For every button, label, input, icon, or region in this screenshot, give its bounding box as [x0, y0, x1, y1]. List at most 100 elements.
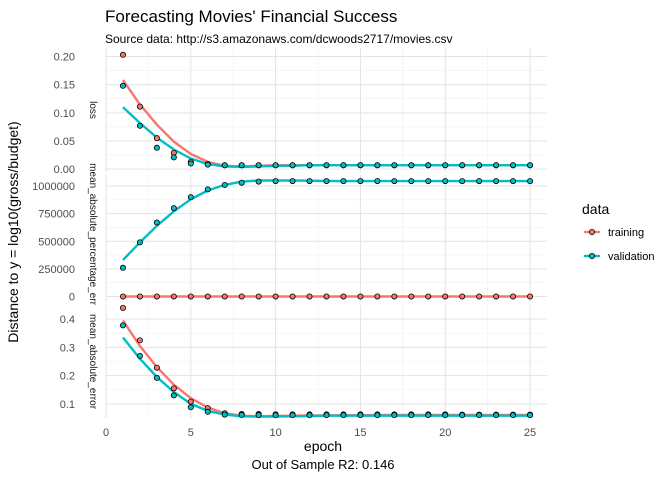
y-tick-label: 0.2 [60, 371, 75, 383]
data-point-training [170, 293, 177, 300]
data-point-validation [272, 178, 279, 185]
data-point-validation [527, 412, 534, 419]
data-point-validation [187, 194, 194, 201]
data-point-validation [255, 162, 262, 169]
y-tick-label: 0 [69, 291, 75, 303]
chart-title: Forecasting Movies' Financial Success [105, 7, 397, 26]
data-point-validation [510, 162, 517, 169]
legend-item-label: training [608, 227, 644, 239]
data-point-validation [340, 162, 347, 169]
data-point-validation [272, 162, 279, 169]
data-point-validation [527, 162, 534, 169]
data-point-training [527, 293, 534, 300]
data-point-training [374, 293, 381, 300]
data-point-validation [425, 162, 432, 169]
x-tick-label: 20 [439, 427, 451, 439]
chart-caption: Out of Sample R2: 0.146 [251, 457, 394, 472]
x-tick-label: 25 [524, 427, 536, 439]
data-point-validation [221, 411, 228, 418]
series-line-training [121, 319, 530, 418]
data-point-validation [289, 178, 296, 185]
legend-items: training validation [584, 227, 654, 263]
legend-item-label: validation [608, 251, 654, 263]
data-point-training [357, 293, 364, 300]
facet-strip [84, 48, 102, 172]
y-tick-label: 0.20 [54, 51, 75, 63]
data-point-validation [238, 411, 245, 418]
data-point-validation [238, 179, 245, 186]
data-point-training [340, 293, 347, 300]
data-point-validation [374, 162, 381, 169]
facet-strip-label: loss [87, 101, 98, 119]
data-point-validation [306, 162, 313, 169]
data-point-validation [255, 178, 262, 185]
data-point-validation [442, 178, 449, 185]
x-axis: 0 5 10 15 20 25 [103, 427, 536, 439]
data-point-validation [510, 178, 517, 185]
data-point-validation [272, 412, 279, 419]
data-point-validation [476, 162, 483, 169]
data-point-training [204, 293, 211, 300]
facet-strip [84, 175, 102, 302]
data-point-validation [204, 408, 211, 415]
data-point-training [119, 304, 126, 311]
data-point-training [425, 293, 432, 300]
data-point-validation [170, 392, 177, 399]
data-point-validation [289, 412, 296, 419]
data-point-validation [391, 412, 398, 419]
data-point-validation [527, 178, 534, 185]
series-line-training [122, 79, 530, 168]
data-point-training [136, 293, 143, 300]
series-line-validation [122, 179, 530, 261]
data-point-validation [459, 162, 466, 169]
facet-panel: loss 0.00 0.05 0.10 0.15 0.20 [54, 48, 547, 176]
data-point-training [136, 103, 143, 110]
data-point-validation [153, 374, 160, 381]
data-point-validation [323, 178, 330, 185]
legend-key-point [589, 228, 596, 235]
data-point-validation [459, 412, 466, 419]
y-tick-label: 0.00 [54, 164, 75, 176]
data-point-validation [476, 412, 483, 419]
data-point-training [442, 293, 449, 300]
data-point-validation [306, 412, 313, 419]
y-tick-label: 0.15 [54, 80, 75, 92]
data-point-training [187, 398, 194, 405]
x-tick-label: 0 [103, 427, 109, 439]
data-point-training [323, 293, 330, 300]
data-point-validation [442, 412, 449, 419]
data-point-validation [136, 122, 143, 129]
y-tick-label: 500000 [38, 236, 75, 248]
data-point-validation [408, 162, 415, 169]
data-point-validation [442, 162, 449, 169]
data-point-validation [170, 154, 177, 161]
data-point-validation [493, 412, 500, 419]
data-point-validation [170, 205, 177, 212]
data-point-validation [340, 178, 347, 185]
data-point-validation [408, 412, 415, 419]
series-line-validation [122, 106, 530, 169]
legend-item: training [584, 227, 644, 239]
x-tick-label: 15 [354, 427, 366, 439]
x-axis-label: epoch [304, 438, 342, 454]
data-point-training [187, 293, 194, 300]
data-point-validation [306, 178, 313, 185]
data-point-training [476, 293, 483, 300]
legend-title: data [582, 201, 609, 217]
data-point-validation [221, 181, 228, 188]
legend-item: validation [584, 251, 654, 263]
data-point-validation [119, 264, 126, 271]
data-point-training [306, 293, 313, 300]
data-point-validation [153, 219, 160, 226]
y-tick-label: 0.3 [60, 342, 75, 354]
data-point-training [170, 385, 177, 392]
y-tick-label: 0.1 [60, 399, 75, 411]
y-axis-label: Distance to y = log10(gross/budget) [5, 121, 21, 342]
facet-strip [84, 305, 102, 418]
data-point-validation [425, 178, 432, 185]
facet-strip-label: mean_absolute_percentage_error [87, 163, 98, 314]
y-tick-label: 0.05 [54, 136, 75, 148]
facet-panel: mean_absolute_error 0.1 0.2 0.3 0.4 [60, 304, 547, 419]
